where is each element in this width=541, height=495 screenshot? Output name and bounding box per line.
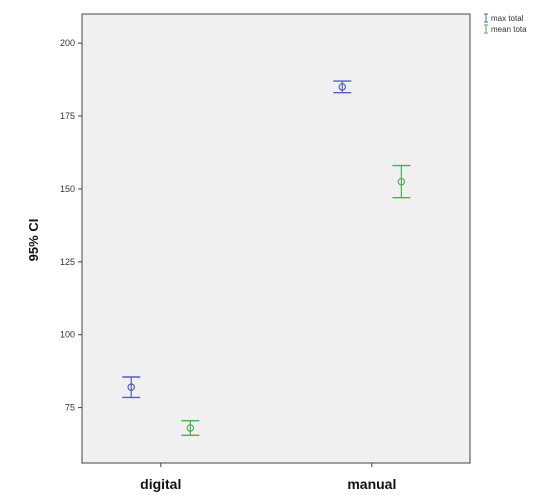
y-tick-label: 200 [60, 38, 75, 48]
y-tick-label: 150 [60, 184, 75, 194]
x-tick-label-manual: manual [347, 476, 396, 492]
legend: max total mean tota [484, 13, 527, 34]
x-axis: digital manual [140, 463, 396, 492]
error-bar-mean-tota-digital [181, 420, 200, 437]
mean-point [127, 383, 136, 391]
legend-label-max-total: max total [491, 14, 524, 23]
y-tick-label: 75 [65, 403, 75, 413]
y-tick-label: 125 [60, 257, 75, 267]
mean-point [338, 83, 347, 91]
data-marks [122, 80, 411, 437]
mean-point [397, 177, 406, 186]
y-tick-label: 175 [60, 111, 75, 121]
y-axis: 75 100 125 150 175 200 [60, 38, 82, 413]
plot-area [81, 13, 471, 464]
x-tick-label-digital: digital [140, 476, 181, 492]
legend-label-mean-tota: mean tota [491, 25, 527, 34]
y-axis-label: 95% CI [26, 219, 41, 262]
y-tick-label: 100 [60, 330, 75, 340]
error-bar-mean-tota-manual [392, 164, 411, 199]
error-bar-max-total-manual [333, 80, 352, 94]
error-bar-max-total-digital [122, 376, 141, 399]
mean-point [186, 424, 195, 432]
